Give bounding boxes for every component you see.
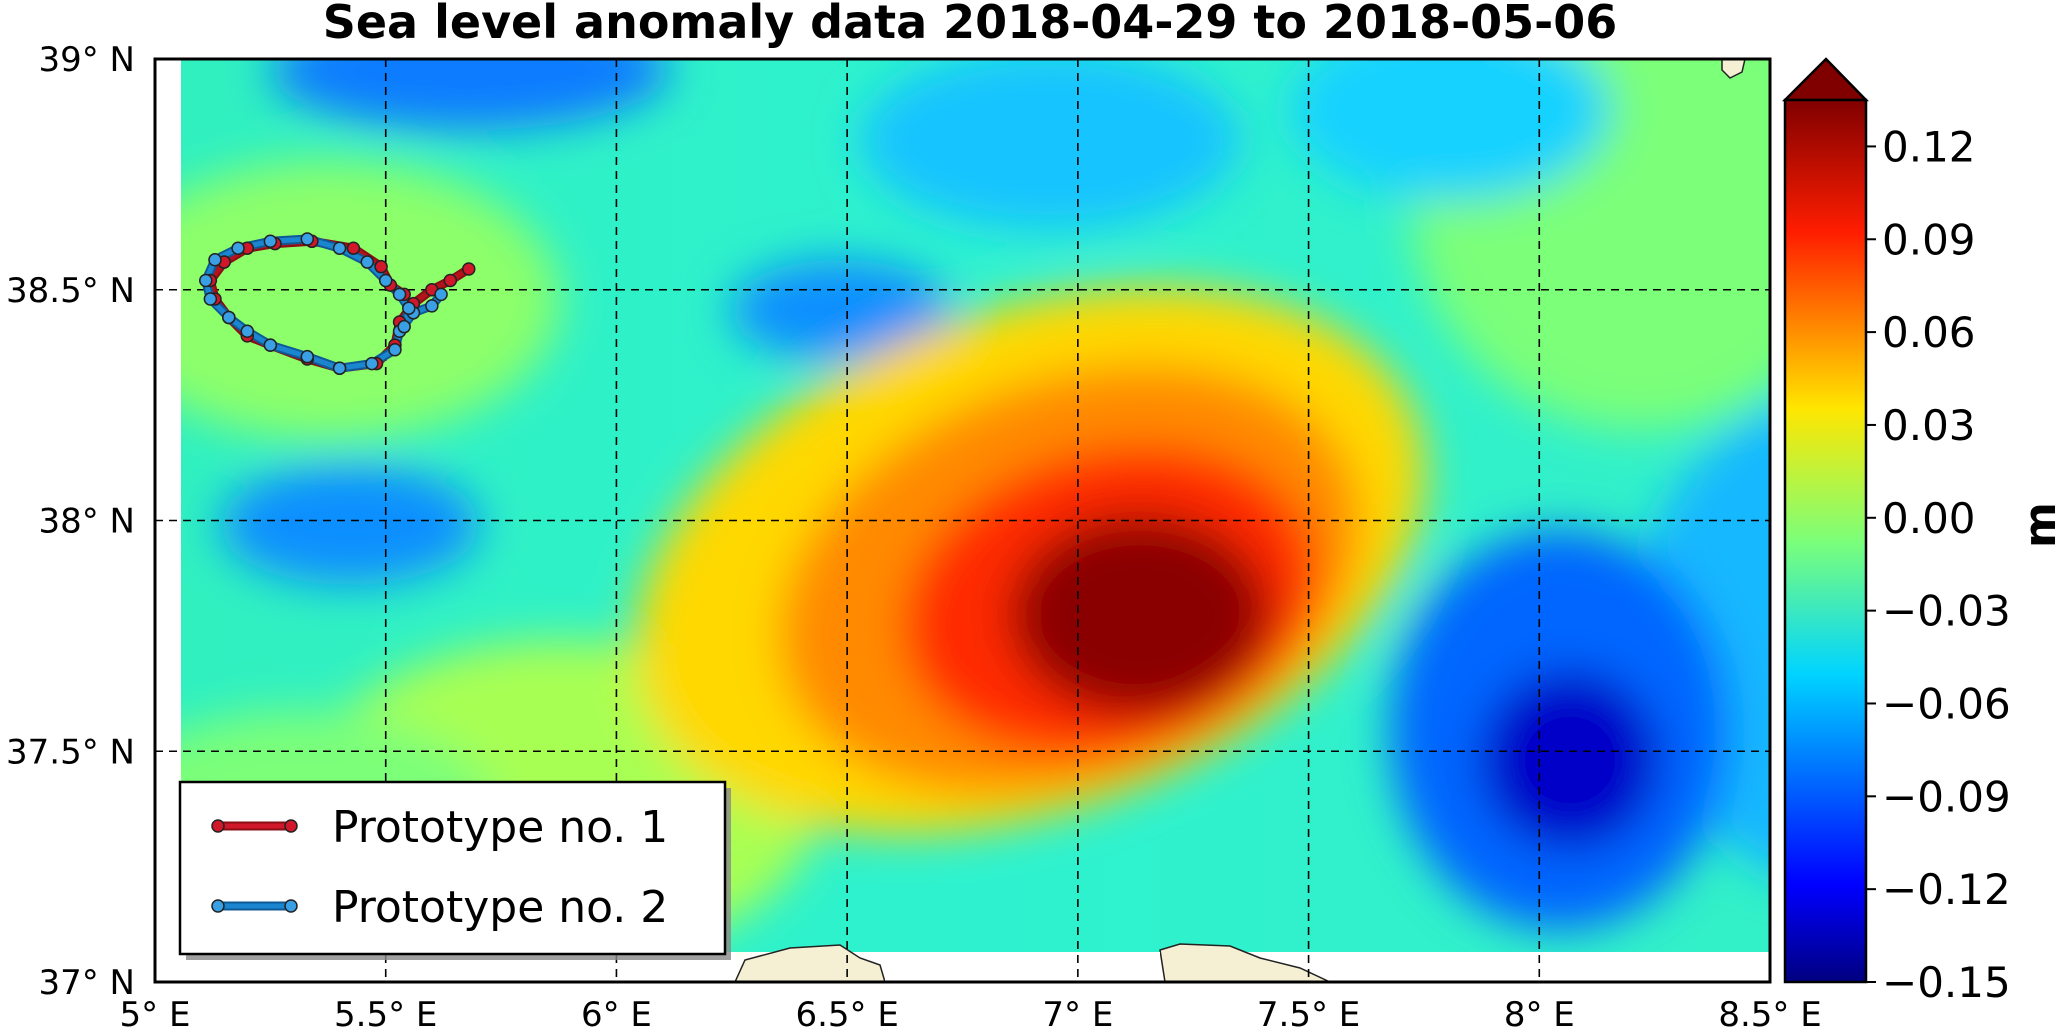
gridlines: [155, 59, 1770, 982]
colorbar-tick-label: −0.06: [1882, 679, 2011, 728]
trajectory-point: [346, 241, 361, 255]
trajectory-point: [300, 232, 315, 246]
trajectory-point: [462, 262, 476, 276]
colorbar-tick-label: −0.12: [1882, 865, 2011, 914]
x-tick-label: 6° E: [581, 995, 652, 1031]
y-tick-label: 38° N: [38, 502, 135, 542]
trajectory-point: [332, 361, 347, 375]
colorbar-tick-label: 0.03: [1882, 401, 1976, 450]
trajectory-point: [203, 292, 218, 306]
y-tick-label: 37.5° N: [6, 732, 135, 772]
trajectory-point: [434, 287, 448, 302]
colorbar-ticks: 0.12 0.09 0.06 0.03 0.00 −0.03 −0.06 −0.09 −0.12…: [1866, 122, 2011, 1007]
trajectory-point: [231, 241, 245, 255]
colorbar-tick-label: −0.09: [1882, 772, 2011, 821]
trajectory-point: [240, 324, 255, 339]
chart-title: Sea level anomaly data 2018-04-29 to 201…: [323, 0, 1618, 49]
land-patch: [1721, 59, 1746, 79]
colorbar-tick-label: −0.15: [1882, 958, 2011, 1007]
trajectory-point: [397, 319, 411, 334]
x-tick-label: 8° E: [1504, 995, 1575, 1031]
trajectory-point: [374, 259, 388, 274]
legend-entry-prototype-2: Prototype no. 2: [211, 882, 668, 933]
trajectory-point: [378, 273, 393, 288]
trajectory-point: [263, 234, 278, 249]
trajectory-point: [425, 299, 439, 313]
y-tick-label: 38.5° N: [6, 271, 135, 311]
x-axis-ticks: 5° E 5.5° E 6° E 6.5° E 7° E 7.5° E 8° E 8.5° E: [120, 995, 1822, 1031]
x-tick-label: 6.5° E: [795, 995, 898, 1031]
map-frame: [153, 57, 1772, 984]
trajectory-point: [402, 301, 416, 315]
colorbar-tick-label: 0.00: [1882, 494, 1976, 543]
legend-label-prototype-1: Prototype no. 1: [332, 802, 668, 853]
trajectory-point: [388, 342, 402, 357]
legend-entry-prototype-1: Prototype no. 1: [211, 802, 668, 853]
trajectory-point: [222, 310, 236, 325]
y-axis-ticks: 39° N 38.5° N 38° N 37.5° N 37° N: [6, 40, 135, 1003]
trajectory-point: [443, 273, 458, 288]
trajectory-point: [263, 338, 278, 352]
legend-label-prototype-2: Prototype no. 2: [332, 882, 668, 933]
colorbar-extend-arrow: [1781, 57, 1869, 102]
land-patch: [1159, 943, 1331, 982]
colorbar-tick-label: 0.09: [1882, 215, 1976, 264]
x-tick-label: 7.5° E: [1257, 995, 1360, 1031]
colorbar-label: m: [2015, 502, 2066, 548]
trajectory-point: [360, 255, 375, 269]
x-tick-label: 7° E: [1042, 995, 1113, 1031]
trajectory-point: [392, 287, 407, 302]
trajectory-point: [365, 356, 379, 371]
colorbar-tick-label: 0.06: [1882, 308, 1976, 357]
colorbar-tick-label: 0.12: [1882, 122, 1976, 171]
trajectory-point: [199, 273, 213, 288]
trajectory-point: [208, 253, 222, 267]
x-tick-label: 5.5° E: [334, 995, 437, 1031]
trajectory-point: [300, 349, 315, 364]
trajectories: [199, 232, 476, 375]
colorbar-gradient: [1783, 98, 1868, 984]
colorbar-tick-label: −0.03: [1882, 587, 2011, 636]
x-tick-label: 8.5° E: [1718, 995, 1821, 1031]
colorbar: 0.12 0.09 0.06 0.03 0.00 −0.03 −0.06 −0.09 −0.12…: [1781, 57, 2066, 1007]
y-tick-label: 39° N: [38, 40, 135, 80]
y-tick-label: 37° N: [38, 963, 135, 1003]
legend: Prototype no. 1 Prototype no. 2: [178, 780, 731, 960]
trajectory-point: [332, 241, 347, 255]
x-tick-label: 5° E: [120, 995, 191, 1031]
